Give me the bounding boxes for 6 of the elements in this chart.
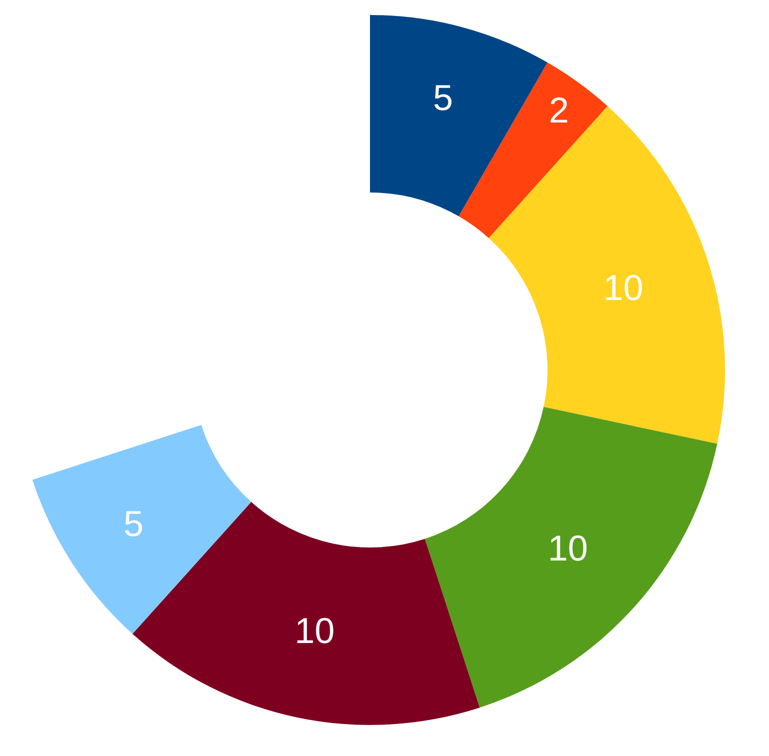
- data-label: 10: [548, 528, 588, 569]
- data-label: 10: [294, 610, 335, 651]
- data-label: 10: [603, 267, 644, 308]
- data-label: 5: [123, 503, 144, 544]
- data-label: 2: [548, 89, 569, 130]
- data-label: 5: [432, 77, 454, 118]
